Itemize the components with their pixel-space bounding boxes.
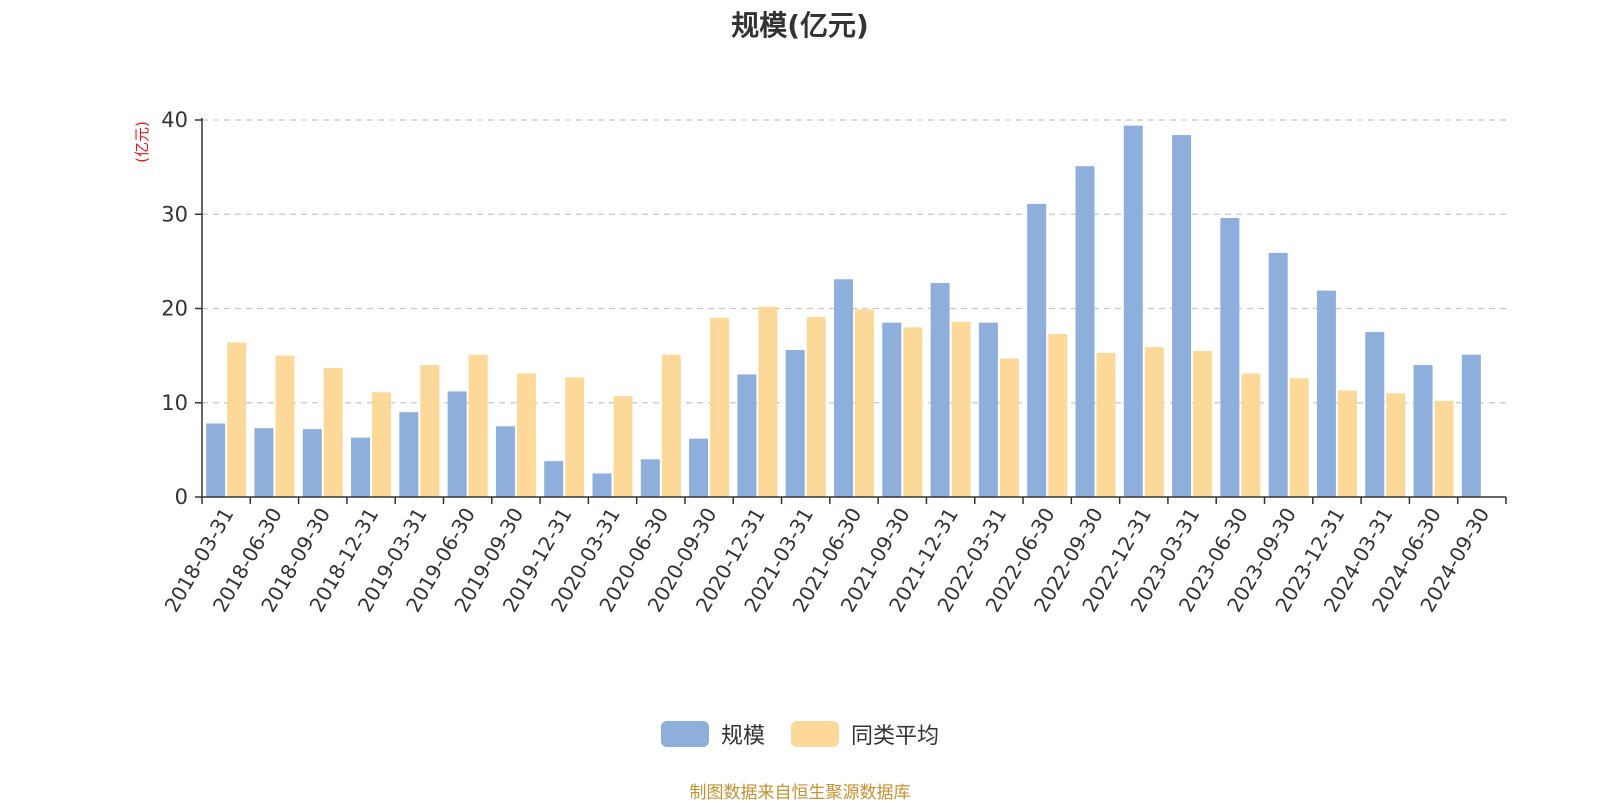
bars xyxy=(206,125,1481,497)
y-tick-label: 10 xyxy=(161,391,188,415)
bar-scale[interactable] xyxy=(351,437,371,497)
bar-peer-average[interactable] xyxy=(372,392,392,497)
bar-scale[interactable] xyxy=(495,426,515,497)
y-tick-label: 30 xyxy=(161,202,188,226)
bar-scale[interactable] xyxy=(1172,135,1192,497)
bar-peer-average[interactable] xyxy=(565,377,585,497)
bar-peer-average[interactable] xyxy=(1144,347,1164,497)
chart-title: 规模(亿元) xyxy=(731,9,869,42)
legend-swatch-peer-average xyxy=(791,721,839,747)
bar-scale[interactable] xyxy=(302,429,322,497)
gridlines xyxy=(202,119,1506,404)
bar-peer-average[interactable] xyxy=(1048,333,1068,497)
y-tick-label: 40 xyxy=(161,108,188,132)
bar-scale[interactable] xyxy=(1027,203,1047,497)
bar-peer-average[interactable] xyxy=(758,306,778,497)
bar-peer-average[interactable] xyxy=(275,355,295,497)
bar-scale[interactable] xyxy=(1461,354,1481,497)
y-tick-label: 20 xyxy=(161,297,188,321)
bar-scale[interactable] xyxy=(592,473,612,497)
bar-peer-average[interactable] xyxy=(903,327,923,497)
y-axis-label: (亿元) xyxy=(133,121,151,163)
bar-scale[interactable] xyxy=(254,428,274,497)
bar-scale[interactable] xyxy=(640,459,660,497)
bar-scale[interactable] xyxy=(978,322,998,497)
legend-item-scale[interactable]: 规模 xyxy=(660,718,765,750)
bar-scale[interactable] xyxy=(399,412,419,497)
bar-scale[interactable] xyxy=(1365,332,1385,497)
bar-scale[interactable] xyxy=(882,322,902,497)
bar-peer-average[interactable] xyxy=(661,354,681,497)
bar-scale[interactable] xyxy=(689,438,709,497)
bar-scale[interactable] xyxy=(737,374,757,497)
bar-peer-average[interactable] xyxy=(1241,373,1261,497)
bar-peer-average[interactable] xyxy=(613,396,633,497)
bar-peer-average[interactable] xyxy=(999,358,1019,497)
bar-peer-average[interactable] xyxy=(1386,393,1406,497)
bar-peer-average[interactable] xyxy=(323,367,343,497)
bar-scale[interactable] xyxy=(785,349,805,497)
legend-label-peer-average: 同类平均 xyxy=(851,724,940,749)
bar-scale[interactable] xyxy=(544,461,564,497)
source-note: 制图数据来自恒生聚源数据库 xyxy=(689,783,911,803)
bar-peer-average[interactable] xyxy=(710,317,730,497)
bar-peer-average[interactable] xyxy=(516,373,536,497)
bar-peer-average[interactable] xyxy=(1096,352,1116,497)
legend: 规模 同类平均 xyxy=(0,718,1600,750)
bar-scale[interactable] xyxy=(1316,290,1336,497)
bar-scale[interactable] xyxy=(1123,125,1143,497)
bar-peer-average[interactable] xyxy=(227,342,247,497)
bar-scale[interactable] xyxy=(206,423,226,497)
bar-scale[interactable] xyxy=(834,279,853,497)
bar-peer-average[interactable] xyxy=(951,321,971,497)
bar-peer-average[interactable] xyxy=(806,316,826,497)
bar-scale[interactable] xyxy=(1220,218,1240,497)
y-tick-label: 0 xyxy=(175,485,188,509)
legend-item-peer-average[interactable]: 同类平均 xyxy=(791,718,939,750)
bar-peer-average[interactable] xyxy=(1289,378,1309,497)
bar-peer-average[interactable] xyxy=(1193,350,1213,497)
bar-peer-average[interactable] xyxy=(855,309,874,497)
bar-peer-average[interactable] xyxy=(1337,390,1357,497)
bar-peer-average[interactable] xyxy=(468,354,488,497)
bar-scale[interactable] xyxy=(930,283,950,497)
bar-scale[interactable] xyxy=(1075,166,1095,497)
bar-scale[interactable] xyxy=(1413,365,1433,497)
bar-scale[interactable] xyxy=(447,391,467,497)
legend-swatch-scale xyxy=(660,721,709,747)
bar-scale[interactable] xyxy=(1268,252,1288,497)
bar-peer-average[interactable] xyxy=(420,365,440,497)
legend-label-scale: 规模 xyxy=(720,724,765,749)
axes: 0102030402018-03-312018-06-302018-09-302… xyxy=(160,108,1507,616)
bar-peer-average[interactable] xyxy=(1434,400,1454,497)
